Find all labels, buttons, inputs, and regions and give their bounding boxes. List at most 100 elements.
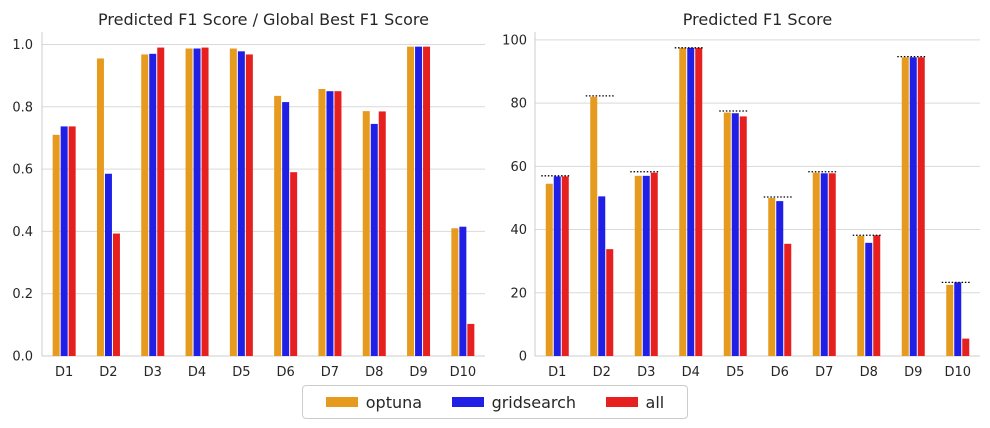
x-tick-label: D7 xyxy=(321,365,339,380)
x-tick-label: D5 xyxy=(232,365,250,380)
bar-all xyxy=(467,323,475,356)
bar-all xyxy=(423,46,431,357)
bar-optuna xyxy=(318,89,326,356)
y-tick-label: 0.2 xyxy=(12,287,33,302)
x-tick-label: D9 xyxy=(409,365,427,380)
legend-label-gridsearch: gridsearch xyxy=(491,392,577,412)
bar-optuna xyxy=(52,134,60,356)
bar-optuna xyxy=(362,111,370,356)
bar-gridsearch xyxy=(776,201,784,356)
bar-all xyxy=(561,176,569,356)
bar-gridsearch xyxy=(954,282,962,356)
bar-optuna xyxy=(96,58,104,356)
bar-optuna xyxy=(723,112,731,356)
x-tick-label: D6 xyxy=(277,365,295,380)
legend-swatch-all xyxy=(605,397,638,407)
bar-all xyxy=(873,235,881,356)
x-tick-label: D10 xyxy=(944,365,971,380)
x-tick-label: D4 xyxy=(682,365,700,380)
legend: optuna gridsearch all xyxy=(302,385,688,419)
bar-all xyxy=(157,47,165,356)
bar-optuna xyxy=(857,235,865,356)
y-tick-label: 0.8 xyxy=(12,100,33,115)
x-tick-label: D3 xyxy=(144,365,162,380)
bar-gridsearch xyxy=(237,51,245,357)
x-tick-label: D3 xyxy=(637,365,655,380)
bar-optuna xyxy=(407,46,415,357)
bar-gridsearch xyxy=(865,242,873,356)
bar-all xyxy=(962,338,970,356)
bar-gridsearch xyxy=(909,57,917,356)
bar-all xyxy=(201,47,209,356)
bar-all xyxy=(290,172,298,356)
x-tick-label: D2 xyxy=(99,365,117,380)
y-tick-label: 60 xyxy=(510,160,527,175)
bar-optuna xyxy=(274,95,282,356)
bar-optuna xyxy=(768,197,776,356)
bar-optuna xyxy=(901,57,909,356)
y-tick-label: 80 xyxy=(510,97,527,112)
x-tick-label: D8 xyxy=(860,365,878,380)
bar-optuna xyxy=(679,47,687,357)
chart-title: Predicted F1 Score xyxy=(683,10,832,29)
x-tick-label: D9 xyxy=(904,365,922,380)
bar-all xyxy=(334,91,342,356)
x-tick-label: D5 xyxy=(726,365,744,380)
bar-gridsearch xyxy=(820,173,828,356)
bar-all xyxy=(739,116,747,357)
chart-predicted-f1: 0 20 40 60 80 100 Predicted F1 Score D1 D2 D3 D4 D5… xyxy=(502,10,980,380)
bar-gridsearch xyxy=(193,48,201,357)
y-tick-label: 0.4 xyxy=(12,225,33,240)
bar-optuna xyxy=(812,172,820,356)
bar-all xyxy=(784,243,792,356)
bar-gridsearch xyxy=(282,102,290,356)
bar-all xyxy=(650,172,658,356)
y-tick-label: 100 xyxy=(502,33,527,48)
bar-gridsearch xyxy=(149,53,157,357)
bar-gridsearch xyxy=(598,196,606,356)
chart-normalized-f1: 0.0 0.2 0.4 0.6 0.8 1.0 Predicted F1 Score / G… xyxy=(12,10,485,380)
bar-gridsearch xyxy=(642,175,650,356)
bar-optuna xyxy=(545,183,553,356)
y-tick-label: 0 xyxy=(519,350,527,365)
bar-optuna xyxy=(451,228,459,356)
bar-gridsearch xyxy=(687,47,695,357)
bar-gridsearch xyxy=(326,91,334,356)
x-tick-label: D8 xyxy=(365,365,383,380)
bar-gridsearch xyxy=(459,226,467,356)
bar-gridsearch xyxy=(731,113,739,356)
legend-item-all: all xyxy=(605,392,665,412)
bar-all xyxy=(828,173,836,356)
legend-swatch-gridsearch xyxy=(451,397,484,407)
bar-gridsearch xyxy=(104,173,112,356)
legend-label-all: all xyxy=(645,392,665,412)
x-tick-label: D4 xyxy=(188,365,206,380)
y-tick-label: 1.0 xyxy=(12,38,33,53)
bar-optuna xyxy=(634,175,642,356)
bar-optuna xyxy=(141,54,149,356)
x-tick-label: D10 xyxy=(450,365,477,380)
bar-optuna xyxy=(185,48,193,357)
legend-swatch-optuna xyxy=(325,397,358,407)
bar-gridsearch xyxy=(415,46,423,357)
bar-optuna xyxy=(590,96,598,357)
y-tick-label: 0.6 xyxy=(12,163,33,178)
y-tick-label: 0.0 xyxy=(12,350,33,365)
bar-all xyxy=(917,57,925,356)
chart-title: Predicted F1 Score / Global Best F1 Scor… xyxy=(98,10,429,29)
bar-optuna xyxy=(229,48,237,357)
x-tick-label: D7 xyxy=(815,365,833,380)
bar-all xyxy=(245,54,253,356)
bar-all xyxy=(68,126,76,357)
y-tick-label: 40 xyxy=(510,223,527,238)
x-tick-label: D6 xyxy=(771,365,789,380)
x-tick-label: D1 xyxy=(548,365,566,380)
x-tick-label: D2 xyxy=(593,365,611,380)
bar-optuna xyxy=(946,284,954,356)
legend-item-gridsearch: gridsearch xyxy=(451,392,577,412)
bar-gridsearch xyxy=(370,123,378,357)
y-tick-label: 20 xyxy=(510,286,527,301)
legend-label-optuna: optuna xyxy=(365,392,423,412)
bar-all xyxy=(606,249,614,356)
